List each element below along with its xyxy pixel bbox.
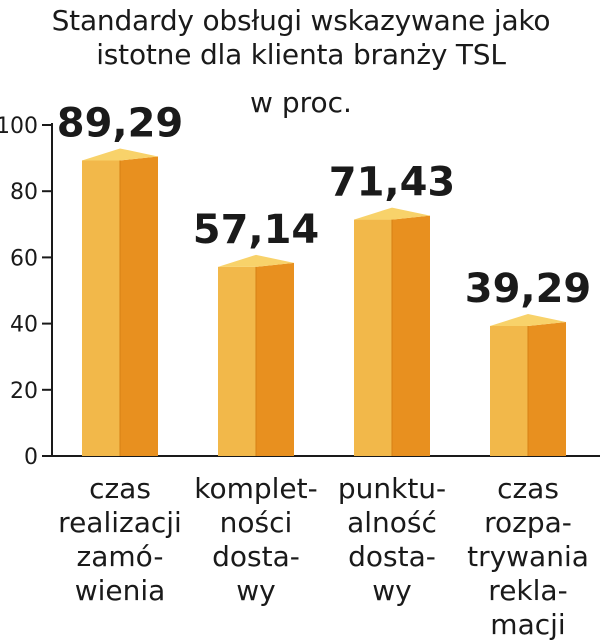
y-tick-label: 20	[10, 379, 38, 404]
bar-value-label: 89,29	[57, 100, 184, 146]
category-label: komplet-ności dosta-wy	[186, 472, 326, 608]
bar-front-face	[354, 219, 392, 456]
category-label-line: trywania	[467, 540, 589, 573]
category-label-line: komplet-	[194, 472, 318, 505]
y-tick-label: 80	[10, 180, 38, 205]
y-tick-label: 40	[10, 313, 38, 338]
category-label-line: dosta-	[348, 540, 436, 573]
category-label-line: macji	[490, 608, 566, 641]
category-label-line: czas	[497, 472, 559, 505]
category-label: punktu-alność dosta-wy	[322, 472, 462, 608]
bar-side-face	[120, 156, 158, 456]
bar-side-face	[392, 215, 430, 456]
category-label-line: dosta-	[212, 540, 300, 573]
category-label-line: realizacji	[58, 506, 182, 539]
bar-value-label: 39,29	[465, 266, 592, 312]
bar-front-face	[490, 325, 528, 456]
category-label-line: zamó-	[76, 540, 164, 573]
y-tick-label: 0	[24, 445, 38, 470]
category-label-line: alność	[347, 506, 437, 539]
bar-side-face	[256, 262, 294, 456]
category-label-line: ności	[219, 506, 293, 539]
bar-value-label: 57,14	[193, 207, 320, 253]
category-label: czas rozpa-trywania rekla-macji	[458, 472, 598, 642]
category-label-line: czas	[89, 472, 151, 505]
bar-front-face	[82, 160, 120, 456]
y-tick-label: 60	[10, 246, 38, 271]
category-label: czas realizacji zamó-wienia	[50, 472, 190, 608]
bar-top-face	[82, 148, 158, 161]
category-label-line: wy	[236, 574, 276, 607]
category-label-line: rekla-	[488, 574, 568, 607]
category-label-line: rozpa-	[484, 506, 572, 539]
bar-value-label: 71,43	[329, 160, 456, 206]
bar-top-face	[218, 254, 294, 267]
chart-title-line-2: istotne dla klienta branży TSL	[96, 38, 506, 71]
chart-unit-label: w proc.	[250, 86, 352, 119]
bar-top-face	[354, 207, 430, 220]
category-label-line: wy	[372, 574, 412, 607]
bar-front-face	[218, 266, 256, 456]
bar-side-face	[528, 321, 566, 456]
category-label-line: punktu-	[337, 472, 447, 505]
chart-title-line-1: Standardy obsługi wskazywane jako	[51, 4, 551, 37]
bar-top-face	[490, 313, 566, 326]
y-tick-label: 100	[0, 114, 38, 139]
category-label-line: wienia	[74, 574, 166, 607]
